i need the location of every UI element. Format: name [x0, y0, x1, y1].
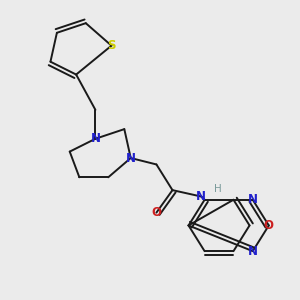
Text: N: N: [196, 190, 206, 203]
Text: S: S: [107, 39, 116, 52]
Text: N: N: [248, 244, 258, 258]
Text: O: O: [152, 206, 161, 219]
Text: N: N: [90, 132, 100, 145]
Text: N: N: [248, 193, 258, 206]
Text: H: H: [214, 184, 221, 194]
Text: N: N: [126, 152, 136, 164]
Text: O: O: [264, 219, 274, 232]
